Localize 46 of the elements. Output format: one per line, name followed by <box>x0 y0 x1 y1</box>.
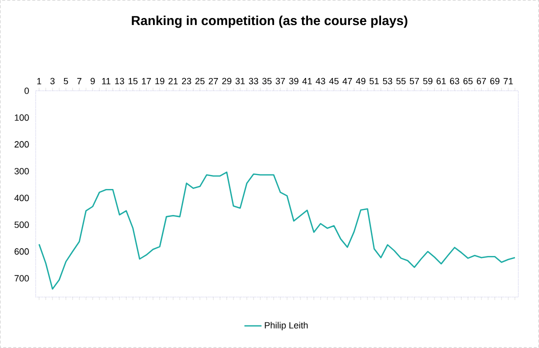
x-tick-label: 45 <box>329 78 339 84</box>
y-tick-label: 700 <box>14 275 29 282</box>
x-tick-label: 61 <box>436 78 446 84</box>
x-tick-label: 11 <box>102 78 110 84</box>
x-tick-label: 51 <box>370 78 379 84</box>
y-tick-label: 300 <box>14 168 29 174</box>
x-tick-label: 27 <box>208 78 218 84</box>
chart-title: Ranking in competition (as the course plays) <box>132 16 408 28</box>
x-tick-label: 41 <box>302 78 312 84</box>
y-tick-label: 400 <box>14 194 29 202</box>
y-tick-label: 100 <box>14 114 29 121</box>
x-tick-label: 3 <box>50 78 55 84</box>
x-tick-label: 63 <box>450 78 460 84</box>
x-tick-label: 57 <box>410 78 419 84</box>
x-tick-label: 31 <box>235 78 245 84</box>
y-tick-label: 0 <box>24 88 29 94</box>
x-tick-label: 19 <box>155 78 164 84</box>
x-tick-label: 35 <box>262 78 272 84</box>
x-tick-label: 43 <box>316 78 326 84</box>
x-tick-label: 69 <box>490 78 500 84</box>
x-tick-label: 39 <box>289 78 298 84</box>
x-tick-label: 55 <box>396 78 406 84</box>
x-tick-label: 9 <box>90 78 95 84</box>
y-tick-label: 500 <box>14 222 29 228</box>
x-tick-label: 47 <box>342 78 352 84</box>
x-tick-label: 59 <box>423 78 432 84</box>
x-tick-label: 25 <box>195 78 205 84</box>
x-tick-label: 5 <box>64 78 68 84</box>
x-tick-label: 13 <box>115 78 124 84</box>
x-tick-label: 67 <box>476 78 486 84</box>
x-tick-label: 71 <box>504 78 513 84</box>
y-tick-label: 200 <box>14 141 29 148</box>
x-tick-label: 33 <box>248 78 258 84</box>
x-tick-label: 17 <box>142 78 151 84</box>
x-tick-label: 49 <box>356 78 366 84</box>
legend-label: Philip Leith <box>264 322 308 330</box>
x-tick-label: 21 <box>168 78 178 84</box>
x-tick-label: 1 <box>37 78 42 84</box>
x-tick-label: 15 <box>128 78 138 84</box>
x-tick-label: 53 <box>382 78 392 84</box>
x-tick-label: 23 <box>182 78 192 84</box>
y-tick-label: 600 <box>14 248 29 255</box>
x-tick-label: 29 <box>222 78 232 84</box>
x-tick-label: 7 <box>77 78 82 84</box>
x-tick-label: 65 <box>463 78 473 84</box>
x-tick-label: 37 <box>276 78 285 84</box>
